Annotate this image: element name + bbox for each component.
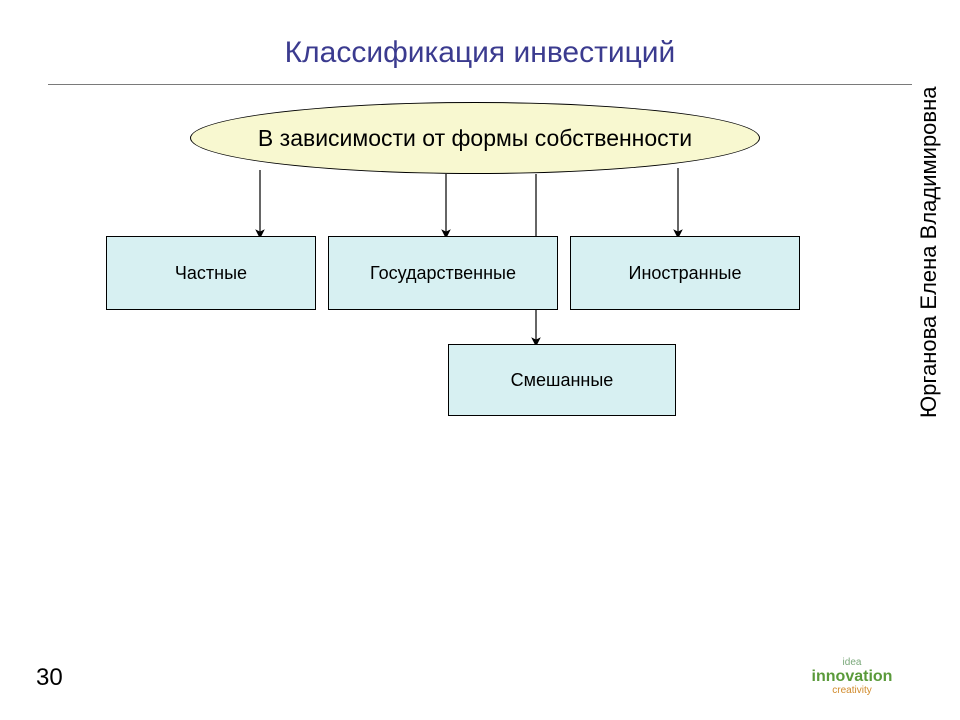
slide-title: Классификация инвестиций (0, 36, 960, 70)
category-box-state: Государственные (328, 236, 558, 310)
category-box-foreign: Иностранные (570, 236, 800, 310)
category-box-mixed: Смешанные (448, 344, 676, 416)
page-number: 30 (36, 664, 63, 692)
category-box-private: Частные (106, 236, 316, 310)
title-underline (48, 84, 912, 85)
watermark-wordcloud: idea innovation creativity (792, 658, 912, 696)
root-category-label: В зависимости от формы собственности (258, 125, 692, 152)
watermark-line: creativity (792, 686, 912, 697)
root-category-ellipse: В зависимости от формы собственности (190, 102, 760, 174)
category-label: Частные (175, 263, 247, 284)
category-label: Государственные (370, 263, 516, 284)
category-label: Смешанные (511, 370, 614, 391)
author-vertical-text: Юрганова Елена Владимировна (916, 18, 942, 418)
watermark-line: innovation (792, 669, 912, 686)
category-label: Иностранные (629, 263, 742, 284)
